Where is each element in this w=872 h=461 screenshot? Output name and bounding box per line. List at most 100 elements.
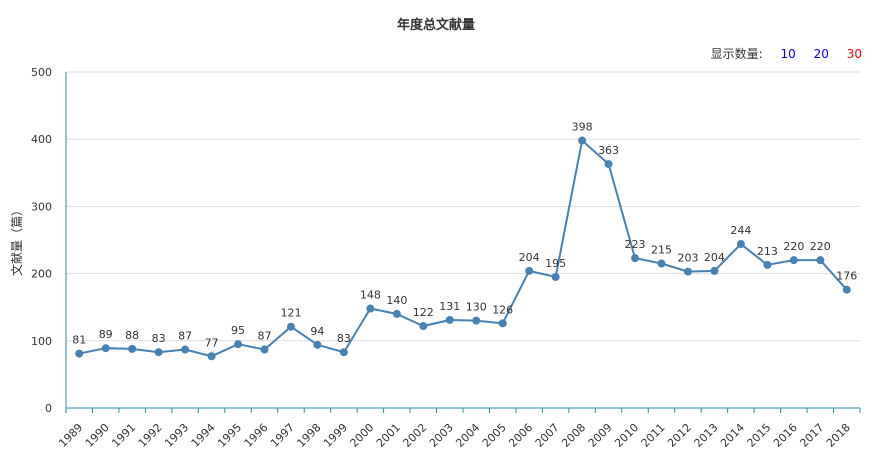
data-label: 220: [810, 240, 831, 253]
data-label: 223: [625, 238, 646, 251]
x-tick-label: 1990: [83, 421, 112, 450]
data-label: 88: [125, 329, 139, 342]
display-count-label: 显示数量:: [710, 47, 763, 61]
x-tick-label: 2014: [718, 421, 747, 450]
data-point[interactable]: [816, 256, 825, 265]
data-label: 195: [545, 257, 566, 270]
data-label: 244: [730, 224, 751, 237]
data-point[interactable]: [604, 160, 613, 169]
display-count-20-link[interactable]: 20: [813, 47, 829, 61]
data-point[interactable]: [419, 322, 428, 331]
series-line: [79, 138, 848, 358]
x-tick-label: 2013: [692, 421, 721, 450]
data-label: 204: [519, 251, 540, 264]
data-label: 83: [152, 332, 166, 345]
x-tick-label: 2009: [586, 421, 615, 450]
data-label: 140: [386, 294, 407, 307]
y-tick-label: 200: [31, 268, 52, 281]
data-points: [75, 136, 851, 361]
data-point[interactable]: [525, 266, 534, 275]
data-label: 122: [413, 306, 434, 319]
x-tick-label: 2018: [824, 421, 853, 450]
data-point[interactable]: [286, 322, 295, 331]
data-point[interactable]: [154, 348, 163, 357]
x-tick-label: 1995: [215, 421, 244, 450]
data-point[interactable]: [234, 340, 243, 349]
data-point[interactable]: [472, 316, 481, 325]
data-point[interactable]: [842, 285, 851, 294]
x-tick-label: 2008: [559, 421, 588, 450]
x-tick-label: 2010: [612, 421, 641, 450]
data-point[interactable]: [657, 259, 666, 268]
x-tick-label: 2006: [506, 421, 535, 450]
data-point[interactable]: [710, 266, 719, 275]
data-point[interactable]: [101, 344, 110, 353]
data-label: 121: [280, 307, 301, 320]
data-label: 95: [231, 324, 245, 337]
y-tick-label: 0: [45, 402, 52, 415]
data-label: 89: [99, 328, 113, 341]
data-point[interactable]: [763, 260, 772, 269]
data-labels: 81 89 88 83 87 77 95 87 121 94 83 148 140 122 131 130 12…: [72, 121, 857, 350]
data-label: 215: [651, 244, 672, 257]
display-count-30-link[interactable]: 30: [846, 47, 862, 61]
data-point[interactable]: [445, 315, 454, 324]
x-tick-labels: 1989199019911992199319941995199619971998…: [56, 421, 853, 450]
data-point[interactable]: [392, 309, 401, 318]
x-tick-label: 1991: [109, 421, 138, 450]
x-tick-label: 1994: [189, 421, 218, 450]
axes: [65, 72, 861, 413]
data-point[interactable]: [789, 256, 798, 265]
data-point[interactable]: [498, 319, 507, 328]
x-tick-label: 1997: [268, 421, 297, 450]
x-tick-label: 1996: [242, 421, 271, 450]
display-count-10-link[interactable]: 10: [780, 47, 796, 61]
data-label: 220: [783, 240, 804, 253]
data-label: 87: [258, 330, 272, 343]
data-point[interactable]: [75, 349, 84, 358]
data-point[interactable]: [736, 240, 745, 249]
data-point[interactable]: [683, 267, 692, 276]
display-count-controls: 显示数量: 10 20 30: [711, 45, 862, 62]
x-tick-label: 2003: [427, 421, 456, 450]
data-label: 83: [337, 332, 351, 345]
x-tick-label: 2012: [665, 421, 694, 450]
data-point[interactable]: [181, 345, 190, 354]
x-tick-label: 2007: [533, 421, 562, 450]
data-label: 126: [492, 303, 513, 316]
y-tick-label: 500: [31, 66, 52, 79]
data-point[interactable]: [578, 136, 587, 145]
grid-lines: [66, 71, 860, 342]
data-label: 176: [836, 270, 857, 283]
data-label: 148: [360, 289, 381, 302]
data-label: 398: [572, 121, 593, 134]
data-point[interactable]: [551, 272, 560, 281]
x-tick-label: 1998: [295, 421, 324, 450]
data-point[interactable]: [339, 348, 348, 357]
x-tick-label: 1989: [56, 421, 85, 450]
chart-title: 年度总文献量: [396, 18, 475, 33]
data-label: 87: [178, 330, 192, 343]
data-label: 204: [704, 251, 725, 264]
data-point[interactable]: [207, 352, 216, 361]
x-tick-label: 2016: [771, 421, 800, 450]
x-tick-label: 2005: [480, 421, 509, 450]
data-point[interactable]: [128, 344, 137, 353]
x-tick-label: 1993: [162, 421, 191, 450]
data-point[interactable]: [631, 254, 640, 263]
x-tick-label: 2011: [639, 421, 668, 450]
data-label: 77: [205, 336, 219, 349]
data-label: 81: [72, 334, 86, 347]
data-point[interactable]: [313, 340, 322, 349]
x-tick-label: 1999: [321, 421, 350, 450]
y-tick-label: 300: [31, 200, 52, 213]
y-tick-label: 100: [31, 335, 52, 348]
x-tick-label: 2017: [797, 421, 826, 450]
data-label: 203: [677, 252, 698, 265]
data-point[interactable]: [260, 345, 269, 354]
data-point[interactable]: [366, 304, 375, 313]
x-tick-label: 2001: [374, 421, 403, 450]
y-axis-label: 文献量（篇）: [9, 204, 24, 276]
x-tick-label: 1992: [136, 421, 165, 450]
